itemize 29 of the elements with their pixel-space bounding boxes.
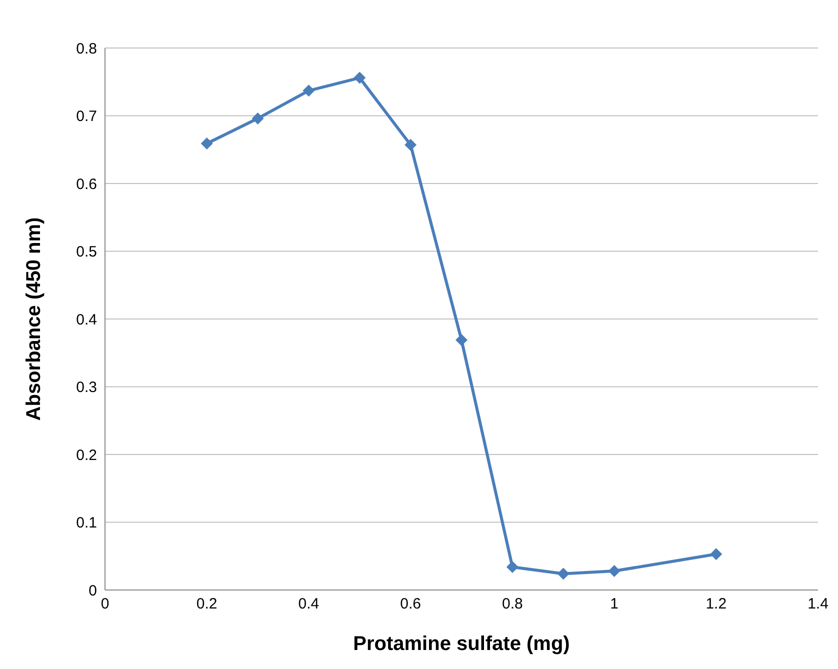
y-tick-label: 0 [88,582,97,600]
point [506,560,518,573]
point [200,138,213,150]
y-tick-label: 0.1 [76,514,97,532]
point [710,548,722,560]
point [354,72,366,84]
x-tick-label: 0.4 [298,596,320,613]
x-tick-label: 0.6 [400,596,421,613]
x-tick-label: 1.4 [808,596,828,613]
x-tick-label: 1.2 [706,596,727,613]
x-axis-title: Protamine sulfate (mg) [353,633,570,655]
y-tick-label: 0.4 [76,311,97,328]
x-tick-label: 1 [610,596,618,613]
point [608,565,620,578]
point [404,138,417,151]
y-tick-label: 0.2 [76,446,97,464]
y-tick-label: 0.7 [76,108,97,126]
x-tick-label: 0 [100,596,110,613]
x-tick-label: 0.8 [502,596,523,613]
y-tick-label: 0.5 [76,244,97,261]
point [302,84,315,97]
point [557,568,570,580]
y-tick-label: 0.8 [76,40,97,58]
y-tick-label: 0.6 [76,176,97,193]
x-tick-label: 0.2 [196,596,218,613]
point [252,112,264,124]
y-tick-label: 0.3 [76,379,97,396]
y-axis-title: Absorbance (450 nm) [23,217,46,421]
point [456,334,468,346]
